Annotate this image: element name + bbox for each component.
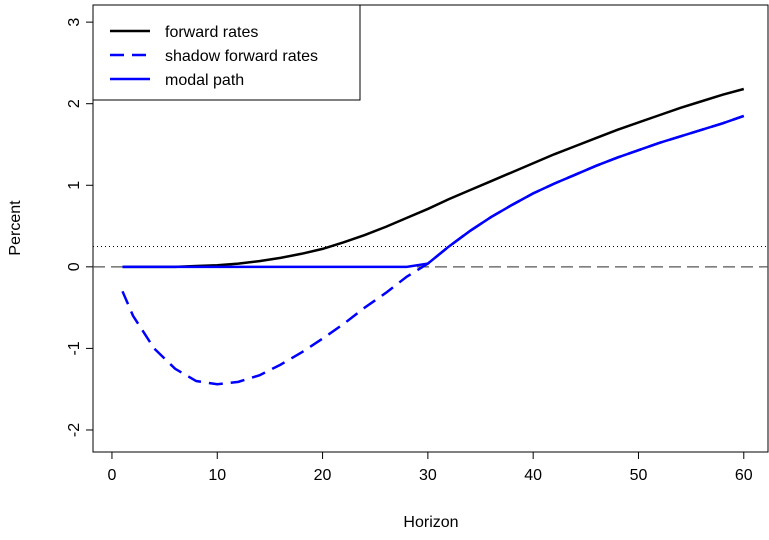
- x-tick-label: 50: [630, 467, 648, 484]
- x-tick-label: 0: [108, 467, 117, 484]
- y-tick-label: -1: [66, 341, 83, 355]
- legend-label: forward rates: [165, 24, 258, 41]
- x-tick-label: 10: [208, 467, 226, 484]
- x-tick-label: 20: [314, 467, 332, 484]
- series-line: [122, 87, 745, 269]
- y-tick-label: 0: [66, 262, 83, 271]
- legend-label: modal path: [165, 72, 244, 89]
- x-axis-label: Horizon: [403, 514, 458, 531]
- series-line: [122, 114, 745, 269]
- y-tick-label: 1: [66, 181, 83, 190]
- x-tick-label: 30: [419, 467, 437, 484]
- y-axis-label: Percent: [7, 200, 24, 256]
- legend-label: shadow forward rates: [165, 48, 318, 65]
- plot-frame: [92, 4, 769, 453]
- y-tick-label: -2: [66, 423, 83, 437]
- x-tick-label: 40: [524, 467, 542, 484]
- x-tick-label: 60: [735, 467, 753, 484]
- y-tick-label: 2: [66, 99, 83, 108]
- legend-box: [92, 4, 361, 101]
- y-tick-label: 3: [66, 18, 83, 27]
- series-line: [121, 114, 745, 386]
